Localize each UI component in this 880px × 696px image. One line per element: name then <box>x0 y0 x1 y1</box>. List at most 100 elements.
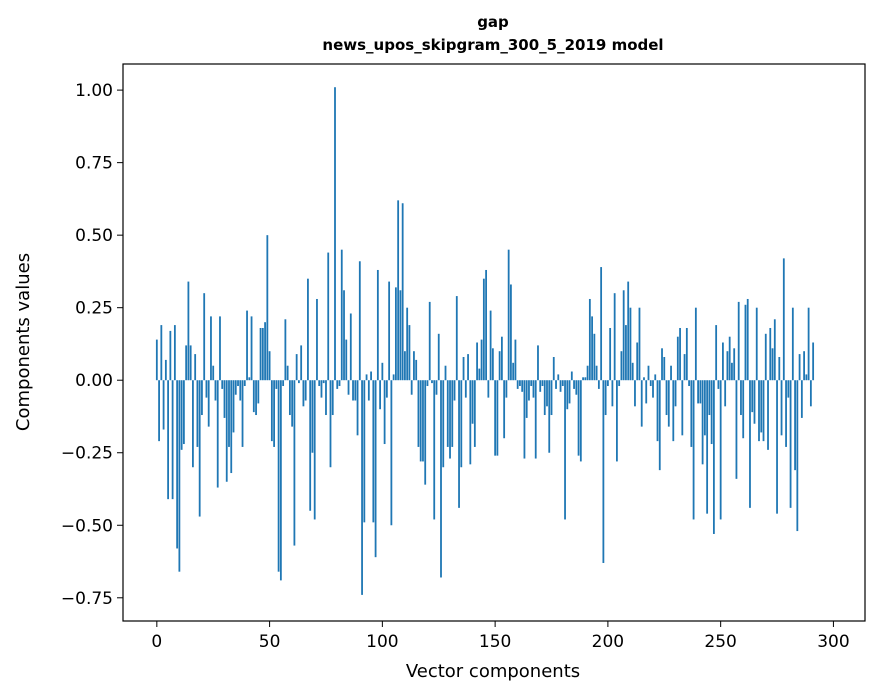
bar <box>776 380 778 514</box>
bar <box>566 380 569 410</box>
x-axis-label: Vector components <box>406 661 580 682</box>
bar <box>758 380 760 442</box>
bar <box>631 362 634 381</box>
bar <box>345 339 348 381</box>
bar <box>385 380 388 398</box>
bar <box>480 339 483 381</box>
bar <box>708 380 711 416</box>
bar <box>539 380 542 392</box>
bar <box>564 380 566 520</box>
bar <box>744 304 747 381</box>
bar <box>266 235 269 381</box>
y-tick-label: 0.50 <box>75 226 113 246</box>
bar <box>352 380 354 401</box>
bar <box>413 351 415 381</box>
bar <box>322 380 325 384</box>
bar <box>683 354 686 381</box>
bar <box>789 380 792 508</box>
bar <box>731 362 733 381</box>
bar <box>703 380 706 436</box>
bar <box>408 325 411 381</box>
bar <box>719 380 722 520</box>
bar <box>282 380 285 387</box>
bar <box>415 359 418 381</box>
bar <box>604 380 607 416</box>
bar <box>275 380 278 389</box>
bar <box>543 380 546 416</box>
bar <box>573 380 575 389</box>
bar <box>453 380 456 401</box>
bar <box>796 380 799 532</box>
bar <box>764 333 767 381</box>
bar <box>273 380 275 447</box>
bar <box>164 359 167 381</box>
bar <box>656 380 659 442</box>
bar <box>528 380 530 401</box>
x-tick-label: 50 <box>259 632 281 652</box>
bar <box>162 380 165 430</box>
bar <box>243 380 246 387</box>
bar <box>185 345 188 381</box>
bar <box>476 342 478 381</box>
bar <box>261 327 264 381</box>
bar <box>320 380 323 398</box>
bar <box>363 380 366 523</box>
x-tick-label: 300 <box>817 632 849 652</box>
bar <box>327 252 330 381</box>
bar <box>381 362 384 381</box>
bar <box>803 351 805 381</box>
y-axis-label: Components values <box>13 253 34 431</box>
bar <box>591 316 593 381</box>
bar <box>169 330 172 381</box>
bar <box>500 336 503 381</box>
bar <box>189 345 192 381</box>
bar <box>313 380 316 520</box>
bar <box>205 380 208 398</box>
bar <box>613 293 616 381</box>
bar <box>435 380 438 395</box>
bar <box>214 380 217 401</box>
bar <box>559 380 562 392</box>
bar <box>715 325 718 381</box>
bar <box>298 380 300 384</box>
x-tick-label: 0 <box>151 632 162 652</box>
chart-subtitle: news_upos_skipgram_300_5_2019 model <box>322 36 663 54</box>
bar <box>726 351 729 381</box>
bar <box>537 345 539 381</box>
bar <box>724 380 727 407</box>
bar <box>212 365 215 381</box>
bar <box>512 362 515 381</box>
bar <box>809 380 812 407</box>
bar <box>625 325 627 381</box>
bar <box>399 290 402 381</box>
bar <box>318 380 321 387</box>
bar <box>340 249 343 381</box>
bar <box>778 357 781 381</box>
bar <box>397 200 400 381</box>
bar <box>620 351 623 381</box>
bar <box>307 278 309 381</box>
bar <box>192 380 194 468</box>
bar <box>401 203 404 381</box>
bar <box>638 307 641 381</box>
bars-group <box>155 87 815 595</box>
bar <box>618 380 621 387</box>
bar <box>685 327 688 381</box>
bar <box>304 380 307 401</box>
bar <box>187 281 190 381</box>
bar <box>782 258 785 381</box>
bar <box>482 278 485 381</box>
y-axis: −0.75 −0.50 −0.25 0.00 0.25 0.50 0.75 1.00 <box>61 81 123 609</box>
bar <box>311 380 314 453</box>
bar <box>672 380 675 442</box>
bar <box>460 380 463 468</box>
bar <box>717 380 720 389</box>
bar <box>491 348 494 381</box>
bar <box>331 380 334 416</box>
bar <box>293 380 296 546</box>
x-tick-label: 200 <box>592 632 624 652</box>
bar <box>773 319 776 381</box>
bar <box>575 380 578 395</box>
bar <box>428 301 431 381</box>
bar <box>791 307 794 381</box>
